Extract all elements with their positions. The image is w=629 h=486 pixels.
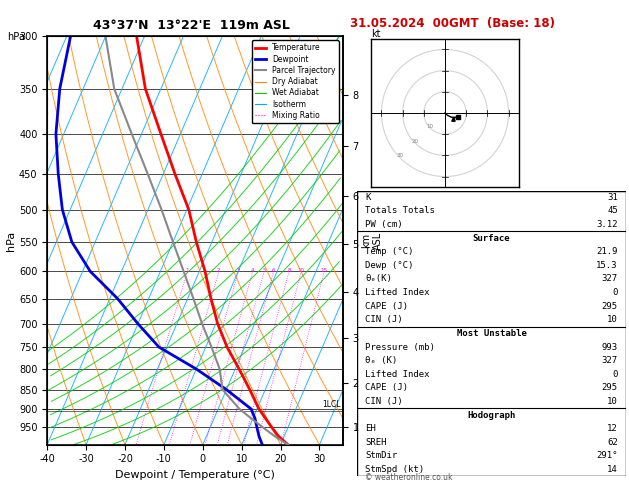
Text: kt: kt — [371, 29, 381, 39]
Text: 2: 2 — [217, 268, 221, 273]
Legend: Temperature, Dewpoint, Parcel Trajectory, Dry Adiabat, Wet Adiabat, Isotherm, Mi: Temperature, Dewpoint, Parcel Trajectory… — [252, 40, 339, 123]
Text: StmDir: StmDir — [365, 451, 398, 460]
Text: 291°: 291° — [596, 451, 618, 460]
Text: 21.9: 21.9 — [596, 247, 618, 256]
Text: 15.3: 15.3 — [596, 261, 618, 270]
Text: EH: EH — [365, 424, 376, 433]
Text: 327: 327 — [602, 275, 618, 283]
Text: PW (cm): PW (cm) — [365, 220, 403, 229]
Text: θₑ(K): θₑ(K) — [365, 275, 392, 283]
Text: 12: 12 — [607, 424, 618, 433]
Text: 0: 0 — [613, 288, 618, 297]
Text: 4: 4 — [251, 268, 255, 273]
Text: StmSpd (kt): StmSpd (kt) — [365, 465, 425, 474]
Text: Temp (°C): Temp (°C) — [365, 247, 414, 256]
Text: 8: 8 — [287, 268, 291, 273]
Text: K: K — [365, 193, 370, 202]
Text: Most Unstable: Most Unstable — [457, 329, 526, 338]
Text: 10: 10 — [426, 124, 433, 129]
Text: 31.05.2024  00GMT  (Base: 18): 31.05.2024 00GMT (Base: 18) — [350, 17, 555, 30]
Text: 3.12: 3.12 — [596, 220, 618, 229]
Text: Totals Totals: Totals Totals — [365, 207, 435, 215]
Text: CAPE (J): CAPE (J) — [365, 383, 408, 392]
Text: 5: 5 — [262, 268, 266, 273]
Text: 14: 14 — [607, 465, 618, 474]
Text: Lifted Index: Lifted Index — [365, 288, 430, 297]
Text: Surface: Surface — [473, 234, 510, 243]
Text: θₑ (K): θₑ (K) — [365, 356, 398, 365]
Text: 0: 0 — [613, 370, 618, 379]
Text: 327: 327 — [602, 356, 618, 365]
Text: 10: 10 — [607, 397, 618, 406]
Text: 20: 20 — [412, 139, 419, 144]
Text: Dewp (°C): Dewp (°C) — [365, 261, 414, 270]
Text: Lifted Index: Lifted Index — [365, 370, 430, 379]
Text: Pressure (mb): Pressure (mb) — [365, 343, 435, 351]
Text: 31: 31 — [607, 193, 618, 202]
Text: hPa: hPa — [8, 32, 25, 42]
Text: 993: 993 — [602, 343, 618, 351]
Text: 62: 62 — [607, 438, 618, 447]
Text: 10: 10 — [298, 268, 304, 273]
Text: 10: 10 — [607, 315, 618, 324]
Text: 15: 15 — [321, 268, 328, 273]
Text: CIN (J): CIN (J) — [365, 315, 403, 324]
Text: 295: 295 — [602, 302, 618, 311]
Text: 30: 30 — [397, 154, 404, 158]
Text: CAPE (J): CAPE (J) — [365, 302, 408, 311]
Text: SREH: SREH — [365, 438, 387, 447]
Text: 45: 45 — [607, 207, 618, 215]
Text: 6: 6 — [272, 268, 276, 273]
Y-axis label: km
ASL: km ASL — [362, 231, 383, 250]
Text: 3: 3 — [237, 268, 240, 273]
Text: 295: 295 — [602, 383, 618, 392]
X-axis label: Dewpoint / Temperature (°C): Dewpoint / Temperature (°C) — [115, 470, 275, 480]
Text: Hodograph: Hodograph — [467, 411, 516, 419]
Text: 43°37'N  13°22'E  119m ASL: 43°37'N 13°22'E 119m ASL — [94, 19, 290, 33]
Text: 1: 1 — [186, 268, 189, 273]
Text: CIN (J): CIN (J) — [365, 397, 403, 406]
Text: © weatheronline.co.uk: © weatheronline.co.uk — [365, 473, 452, 482]
Y-axis label: hPa: hPa — [6, 230, 16, 251]
Text: 1LCL: 1LCL — [322, 400, 341, 409]
